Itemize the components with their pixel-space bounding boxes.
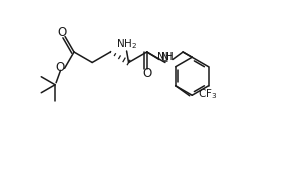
Text: NH$_2$: NH$_2$ bbox=[116, 37, 137, 51]
Text: NH: NH bbox=[157, 52, 173, 62]
Text: N: N bbox=[161, 51, 169, 62]
Text: O: O bbox=[142, 67, 151, 80]
Text: O: O bbox=[55, 61, 64, 74]
Text: O: O bbox=[57, 26, 67, 39]
Text: H: H bbox=[166, 51, 174, 62]
Text: CF$_3$: CF$_3$ bbox=[198, 87, 217, 101]
